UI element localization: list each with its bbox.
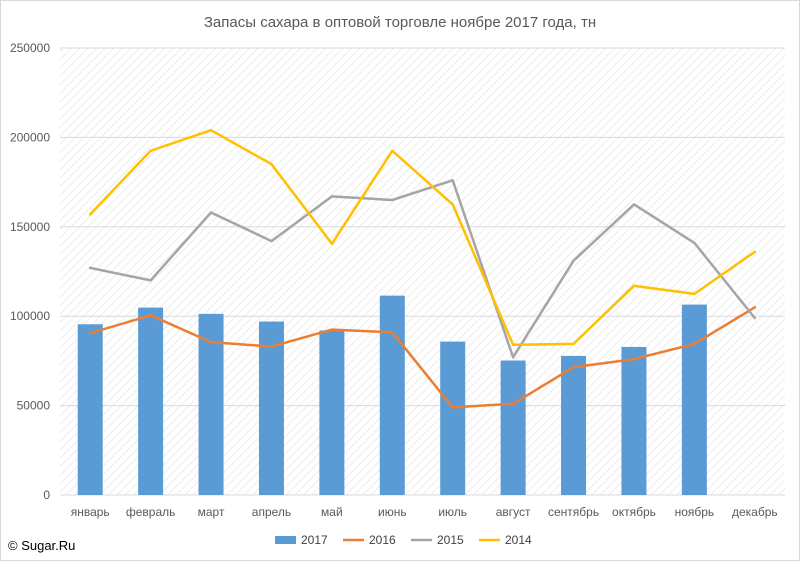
point-2016 — [209, 340, 213, 344]
chart-title: Запасы сахара в оптовой торговле ноябре … — [204, 14, 596, 31]
bar-2017 — [379, 295, 405, 495]
bar-series-2017 — [77, 295, 707, 495]
x-tick-label: август — [496, 505, 531, 519]
x-tick-label: январь — [71, 505, 110, 519]
point-2015 — [209, 211, 213, 214]
bar-2017 — [681, 304, 707, 495]
point-2014 — [693, 292, 696, 296]
x-tick-label: сентябрь — [548, 505, 599, 519]
legend-swatch-2017 — [275, 536, 296, 544]
legend-label-2015: 2015 — [437, 533, 464, 547]
point-2016 — [693, 342, 696, 346]
point-2015 — [330, 195, 334, 198]
bar-2017 — [621, 346, 647, 495]
x-tick-label: ноябрь — [675, 505, 715, 519]
y-tick-label: 50000 — [17, 399, 51, 413]
bar-2017 — [198, 313, 224, 495]
bar-2017 — [319, 330, 345, 495]
point-2016 — [89, 331, 92, 335]
bar-2017 — [77, 324, 103, 495]
x-axis-ticks: январь февраль март апрель май июнь июль август… — [71, 505, 778, 519]
legend-label-2014: 2014 — [505, 533, 532, 547]
point-2015 — [572, 259, 575, 262]
bar-2017 — [500, 360, 526, 495]
gridlines — [60, 47, 785, 496]
point-2016 — [632, 357, 636, 361]
y-axis-ticks: 0 50000 100000 150000 200000 250000 — [10, 41, 50, 502]
x-tick-label: апрель — [252, 505, 291, 519]
point-2014 — [330, 242, 334, 245]
point-2016 — [149, 314, 152, 317]
point-2014 — [451, 203, 454, 206]
line-2014 — [88, 128, 757, 347]
point-2016 — [753, 306, 756, 309]
y-tick-label: 250000 — [10, 41, 50, 55]
point-2015 — [632, 203, 636, 206]
x-tick-label: октябрь — [612, 505, 656, 519]
point-2016 — [270, 345, 273, 348]
point-2014 — [391, 149, 394, 153]
copyright-text: © Sugar.Ru — [8, 538, 76, 553]
point-2015 — [391, 198, 394, 202]
x-tick-label: декабрь — [732, 505, 778, 519]
point-2014 — [270, 163, 273, 166]
point-2014 — [632, 284, 636, 288]
legend: 2017 2016 2015 2014 — [275, 533, 532, 547]
legend-label-2016: 2016 — [369, 533, 396, 547]
y-tick-label: 200000 — [10, 130, 50, 144]
point-2016 — [511, 402, 515, 406]
x-tick-label: июнь — [378, 505, 407, 519]
bar-2017 — [440, 341, 466, 495]
point-2015 — [451, 179, 454, 182]
point-2014 — [149, 149, 152, 153]
bar-2017 — [258, 321, 284, 495]
point-2016 — [330, 328, 334, 331]
x-tick-label: март — [198, 505, 225, 519]
line-series — [88, 128, 757, 409]
x-tick-label: июль — [438, 505, 467, 519]
point-2015 — [149, 279, 152, 282]
point-2014 — [511, 343, 515, 347]
legend-label-2017: 2017 — [301, 533, 328, 547]
point-2016 — [451, 406, 454, 409]
point-2014 — [572, 342, 575, 346]
y-tick-label: 150000 — [10, 220, 50, 234]
point-2015 — [693, 241, 696, 245]
point-2015 — [89, 266, 92, 270]
x-tick-label: февраль — [126, 505, 176, 519]
point-2014 — [209, 129, 213, 132]
point-2016 — [391, 331, 394, 334]
point-2015 — [753, 316, 756, 320]
point-2016 — [572, 365, 575, 369]
plot-area — [60, 48, 785, 495]
point-2014 — [753, 250, 756, 254]
point-2014 — [89, 213, 92, 216]
line-2015 — [88, 179, 757, 359]
bar-2017 — [138, 307, 164, 495]
bar-2017 — [561, 355, 587, 495]
line-2016 — [88, 306, 757, 409]
y-tick-label: 100000 — [10, 309, 50, 323]
x-tick-label: май — [321, 505, 343, 519]
point-2015 — [511, 356, 515, 359]
point-2015 — [270, 239, 273, 243]
y-tick-label: 0 — [43, 488, 50, 502]
